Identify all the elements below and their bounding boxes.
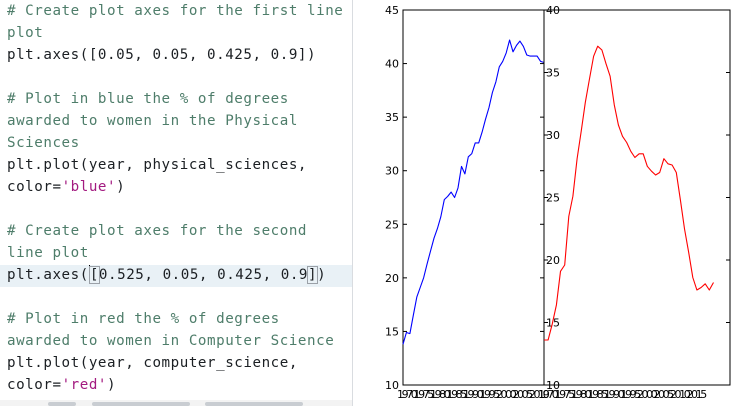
code-line: color='blue') xyxy=(7,176,125,198)
code-line: # Create plot axes for the second xyxy=(7,220,307,242)
code-text: plt.axes([0.05, 0.05, 0.425, 0.9]) xyxy=(7,47,317,63)
code-line: awarded to women in Computer Science xyxy=(7,330,334,352)
code-line: plot xyxy=(7,22,43,44)
axes-frame xyxy=(402,9,545,386)
code-line: # Create plot axes for the first line xyxy=(7,0,343,22)
code-text: 0.525, 0.05, 0.425, 0.9 xyxy=(98,267,309,283)
code-line: awarded to women in the Physical xyxy=(7,110,298,132)
y-tick-label: 40 xyxy=(385,58,399,71)
code-text: plt.plot(year, computer_science, xyxy=(7,355,298,371)
plot-figure: 10 15 20 25 30 35 40 45 1970 1975 1980 1985 1990… xyxy=(385,4,731,401)
code-line: plt.axes([0.525, 0.05, 0.425, 0.9]) xyxy=(7,264,326,286)
y-tick-label: 35 xyxy=(385,111,399,124)
code-text: awarded to women in the Physical xyxy=(7,113,298,129)
scroll-tab[interactable] xyxy=(48,402,76,406)
code-text: ) xyxy=(116,179,126,195)
code-text: color= xyxy=(7,377,62,393)
code-text: ) xyxy=(317,267,327,283)
y-tick-label: 30 xyxy=(385,165,399,178)
code-line: Sciences xyxy=(7,132,80,154)
x-tick-labels: 1970 1975 1980 1985 1990 1995 2000 2005 … xyxy=(538,388,707,401)
string-literal: 'red' xyxy=(61,377,108,393)
y-tick-label: 25 xyxy=(385,218,399,231)
y-tick-label: 15 xyxy=(385,325,399,338)
code-text: color= xyxy=(7,179,62,195)
code-text: # Plot in blue the % of degrees xyxy=(7,91,289,107)
y-tick-label: 20 xyxy=(385,272,399,285)
x-tick-labels: 1970 1975 1980 1985 1990 1995 2000 2005 … xyxy=(397,388,550,401)
matched-bracket: [ xyxy=(88,266,100,284)
code-line: plt.plot(year, physical_sciences, xyxy=(7,154,307,176)
series-line xyxy=(402,39,545,345)
code-text: # Create plot axes for the first line xyxy=(7,3,344,19)
code-text: plt.plot(year, physical_sciences, xyxy=(7,157,308,173)
code-text: awarded to women in Computer Science xyxy=(7,333,335,349)
code-line: color='red') xyxy=(7,374,116,396)
y-tick-label: 10 xyxy=(385,379,399,392)
scroll-tab[interactable] xyxy=(205,402,303,406)
text-cursor xyxy=(88,265,90,282)
code-line: # Plot in blue the % of degrees xyxy=(7,88,289,110)
y-tick-label: 40 xyxy=(546,4,560,17)
code-text: # Create plot axes for the second xyxy=(7,223,308,239)
code-text: Sciences xyxy=(7,135,80,151)
y-tick-label: 30 xyxy=(546,129,560,142)
code-text: line plot xyxy=(7,245,89,261)
code-line: # Plot in red the % of degrees xyxy=(7,308,280,330)
scroll-tab[interactable] xyxy=(92,402,190,406)
code-text: # Plot in red the % of degrees xyxy=(7,311,280,327)
code-text: ) xyxy=(107,377,117,393)
axes-frame xyxy=(543,9,731,386)
y-tick-label: 20 xyxy=(546,254,560,267)
matched-bracket: ] xyxy=(307,266,319,284)
code-line: line plot xyxy=(7,242,89,264)
y-tick-label: 45 xyxy=(385,4,399,17)
editor-bottom-strip xyxy=(0,400,352,406)
code-text: plot xyxy=(7,25,44,41)
code-line: plt.plot(year, computer_science, xyxy=(7,352,298,374)
string-literal: 'blue' xyxy=(61,179,117,195)
code-text: plt.axes( xyxy=(7,267,89,283)
y-tick-label: 10 xyxy=(546,379,560,392)
code-editor[interactable]: # Create plot axes for the first line plo… xyxy=(0,0,353,406)
current-line-highlight xyxy=(0,265,352,287)
y-tick-label: 35 xyxy=(546,67,560,80)
plot-output: 10 15 20 25 30 35 40 45 1970 1975 1980 1985 1990… xyxy=(354,0,736,406)
series-line xyxy=(544,45,714,341)
code-line: plt.axes([0.05, 0.05, 0.425, 0.9]) xyxy=(7,44,316,66)
y-tick-label: 25 xyxy=(546,192,560,205)
